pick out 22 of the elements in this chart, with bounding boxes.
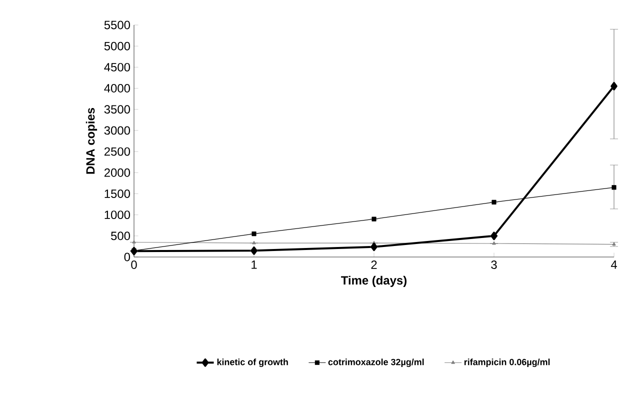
y-axis-title: DNA copies [86, 108, 98, 174]
x-tick-label: 1 [252, 260, 257, 269]
y-tick-label: 1500 [104, 190, 130, 198]
y-tick-label: 1000 [104, 210, 130, 220]
y-tick-label: 2000 [104, 168, 130, 177]
y-tick-label: 0 [124, 252, 130, 262]
y-tick-label: 3500 [104, 105, 130, 114]
y-tick-label: 3000 [104, 126, 130, 135]
x-tick-label: 4 [610, 260, 617, 269]
y-tick-label: 4500 [104, 62, 130, 72]
y-tick-label: 5500 [104, 20, 130, 30]
x-tick-label: 2 [371, 260, 377, 269]
legend-label: cotrimoxazole 32µg/ml [328, 358, 424, 368]
legend-label: rifampicin 0.06µg/ml [464, 358, 550, 368]
x-axis-title: Time (days) [341, 276, 407, 287]
legend-label: kinetic of growth [217, 358, 288, 368]
y-tick-label: 500 [111, 232, 130, 240]
y-tick-label: 5000 [104, 42, 130, 50]
y-tick-label: 4000 [104, 84, 130, 92]
y-tick-label: 2500 [104, 147, 130, 156]
x-tick-label: 3 [491, 260, 497, 269]
x-tick-label: 0 [131, 260, 137, 269]
